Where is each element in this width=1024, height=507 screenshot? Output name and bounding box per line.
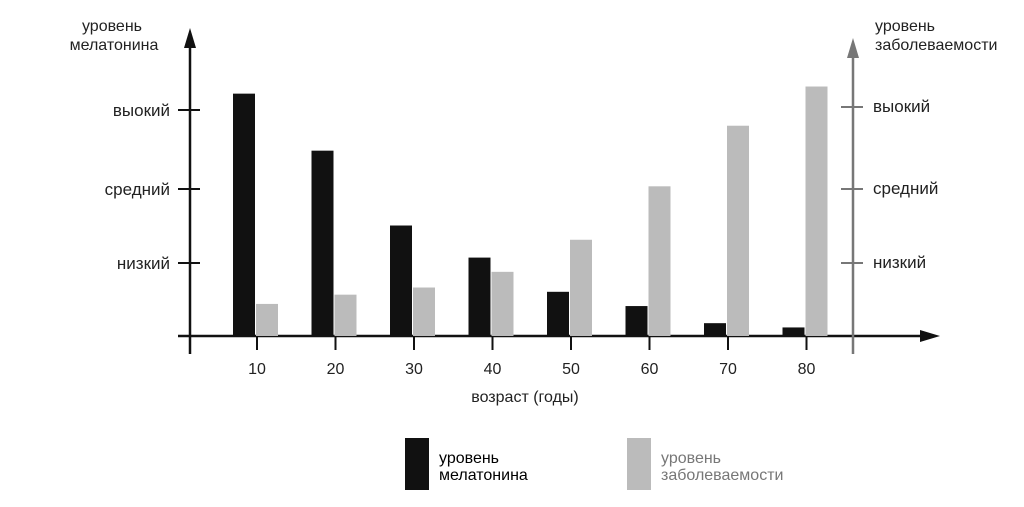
y-tick-label-left: низкий xyxy=(117,254,170,273)
legend: уровень мелатонина уровень заболеваемост… xyxy=(405,438,801,490)
legend-swatch-morbidity xyxy=(627,438,651,490)
legend-item-morbidity: уровень заболеваемости xyxy=(627,438,801,490)
bar-melatonin xyxy=(390,225,412,336)
y-axis-right-arrow xyxy=(847,38,859,58)
bar-morbidity xyxy=(727,125,749,336)
bar-morbidity xyxy=(805,86,828,336)
bar-melatonin xyxy=(311,150,334,336)
y-axis-left-title: уровень xyxy=(82,18,142,35)
x-tick-label: 80 xyxy=(798,361,816,378)
bar-morbidity xyxy=(413,287,435,336)
legend-swatch-melatonin xyxy=(405,438,429,490)
bar-melatonin xyxy=(625,306,648,336)
legend-label-line: уровень xyxy=(661,450,722,467)
y-tick-label-left: выокий xyxy=(113,101,170,120)
y-axis-right-title: заболеваемости xyxy=(875,37,997,54)
y-tick-label-left: средний xyxy=(105,180,170,199)
bar-melatonin xyxy=(547,291,569,336)
bar-morbidity xyxy=(648,186,671,336)
y-tick-label-right: выокий xyxy=(873,97,930,116)
legend-label-line: заболеваемости xyxy=(661,467,784,484)
y-axis-left-arrow xyxy=(184,28,196,48)
y-axis-left-title: мелатонина xyxy=(70,37,159,54)
x-tick-label: 30 xyxy=(405,361,423,378)
x-tick-label: 40 xyxy=(484,361,502,378)
x-axis-title: возраст (годы) xyxy=(471,389,578,406)
bar-morbidity xyxy=(334,294,357,336)
legend-label-line: мелатонина xyxy=(439,467,528,484)
bar-morbidity xyxy=(570,239,592,336)
bar-melatonin xyxy=(468,257,491,336)
bar-melatonin xyxy=(233,93,255,337)
x-tick-label: 20 xyxy=(327,361,345,378)
y-tick-label-right: низкий xyxy=(873,253,926,272)
y-tick-label-right: средний xyxy=(873,179,938,198)
x-tick-label: 50 xyxy=(562,361,580,378)
x-tick-label: 10 xyxy=(248,361,266,378)
y-axis-right-title: уровень xyxy=(875,18,935,35)
x-axis-arrow xyxy=(920,330,940,342)
bar-morbidity xyxy=(256,303,278,336)
bar-melatonin xyxy=(782,327,805,336)
x-tick-label: 60 xyxy=(641,361,659,378)
legend-label-line: уровень xyxy=(439,450,500,467)
legend-item-melatonin: уровень мелатонина xyxy=(405,438,579,490)
legend-label-morbidity: уровень заболеваемости xyxy=(661,450,801,484)
bar-morbidity xyxy=(491,271,514,336)
bar-melatonin xyxy=(704,323,726,336)
legend-label-melatonin: уровень мелатонина xyxy=(439,450,579,484)
x-tick-label: 70 xyxy=(719,361,737,378)
